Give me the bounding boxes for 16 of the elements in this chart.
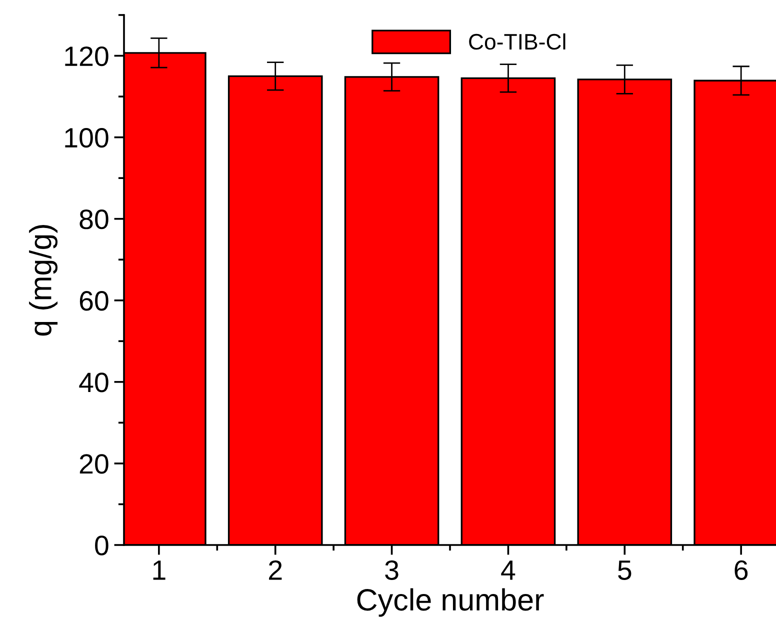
- y-tick-label: 60: [80, 291, 108, 311]
- y-tick-label: 100: [65, 128, 108, 148]
- x-tick-label: 4: [501, 560, 516, 580]
- y-tick-label: 40: [79, 372, 108, 392]
- y-tick-label: 0: [95, 536, 108, 556]
- x-tick-label: 1: [153, 560, 166, 580]
- x-tick-label: 2: [269, 560, 282, 580]
- y-tick-label: 20: [80, 454, 108, 474]
- x-axis-title: Cycle number: [357, 588, 544, 617]
- y-tick-label: 80: [80, 210, 108, 230]
- x-tick-label: 5: [618, 560, 632, 580]
- y-tick-label: 120: [65, 46, 108, 66]
- y-axis-title: q (mg/g): [29, 225, 58, 336]
- legend-label: Co-TIB-Cl: [469, 33, 566, 50]
- x-tick-label: 3: [385, 560, 398, 580]
- x-tick-label: 6: [734, 560, 748, 580]
